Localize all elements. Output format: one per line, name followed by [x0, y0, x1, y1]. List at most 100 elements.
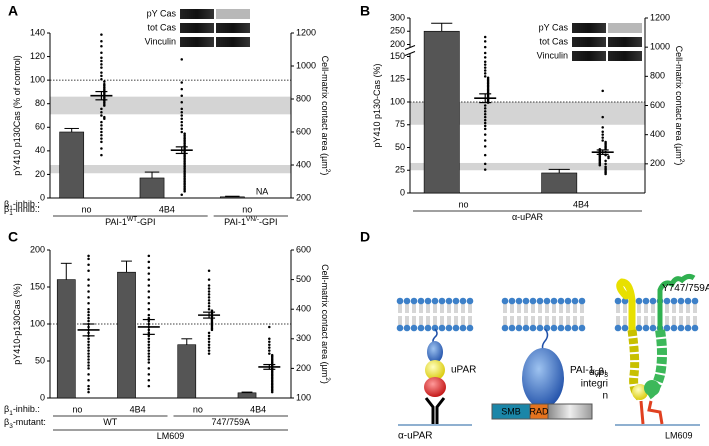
dot: [100, 33, 103, 36]
label-part: 747/759A: [211, 417, 250, 427]
lipid-head: [621, 324, 629, 332]
lipid-head: [564, 324, 572, 332]
label-part: WT: [127, 216, 137, 223]
lipid-head: [578, 324, 586, 332]
lipid-head: [501, 324, 509, 332]
y2-tick-label: 400: [296, 159, 311, 169]
dot: [483, 40, 487, 43]
band: [410, 162, 645, 171]
dot: [87, 358, 90, 361]
lipid-head: [431, 297, 439, 305]
dot: [207, 340, 211, 344]
dot: [100, 153, 103, 157]
lipid-head: [522, 324, 530, 332]
blot-band: [572, 37, 606, 47]
dot: [483, 75, 487, 78]
label-part: β: [4, 204, 9, 214]
dot: [207, 290, 211, 293]
dot: [483, 60, 487, 63]
dot: [601, 126, 604, 129]
y2-tick-label: 200: [296, 363, 311, 373]
vitronectin: [547, 403, 593, 420]
alpha-chain: [616, 278, 636, 334]
label: PAI-1GPI: [570, 365, 606, 378]
lipid-head: [557, 297, 565, 305]
dot: [100, 127, 103, 130]
blot-band: [216, 37, 250, 47]
label-part: 1: [9, 205, 13, 212]
dot: [180, 117, 183, 121]
dot: [87, 390, 90, 394]
dot: [207, 352, 211, 355]
dot: [147, 373, 151, 376]
dot: [87, 269, 90, 272]
label-part: VN/-: [246, 216, 259, 223]
dot: [87, 278, 90, 281]
dot: [147, 307, 151, 311]
y-tick-label: 100: [30, 75, 45, 85]
dot: [483, 153, 487, 157]
bar: [139, 177, 165, 199]
dot: [87, 302, 90, 305]
y2-tick-label: 800: [296, 93, 311, 103]
dot: [483, 66, 487, 69]
dot: [483, 45, 487, 49]
dot: [147, 346, 151, 349]
blot-band: [180, 9, 214, 19]
dot: [100, 134, 103, 137]
dot: [180, 193, 183, 196]
y2-tick-label: 400: [296, 304, 311, 314]
dot: [147, 352, 151, 355]
dot: [87, 340, 90, 344]
dot: [601, 130, 604, 133]
panel-letter: C: [8, 229, 18, 245]
y-tick-label: 150: [390, 51, 405, 61]
lipid-head: [396, 297, 404, 305]
panel-letter: D: [360, 229, 370, 245]
band: [410, 102, 645, 125]
dot: [268, 349, 271, 352]
dot: [483, 107, 487, 110]
group-label: PAI-1VN/--GPI: [224, 216, 277, 227]
bar: [541, 172, 578, 194]
y2-axis-label: Cell-matrix contact area (µm2): [674, 46, 685, 166]
y-tick-label: 120: [30, 51, 45, 61]
y-tick-label: 0: [400, 187, 405, 197]
y-tick-label: 25: [395, 165, 405, 175]
dot: [147, 260, 151, 264]
bar: [237, 392, 257, 399]
lipid-head: [396, 324, 404, 332]
dot: [147, 378, 151, 382]
label-part: ): [674, 162, 684, 165]
dot: [87, 257, 90, 261]
lipid-head: [649, 297, 657, 305]
bar: [117, 271, 136, 399]
x-tick-label: 4B4: [573, 199, 589, 209]
upar-domain: [424, 377, 446, 397]
dot: [207, 293, 211, 296]
label-part: GPI: [594, 370, 606, 377]
dot: [100, 63, 103, 66]
dot: [87, 263, 90, 267]
dot: [601, 89, 604, 93]
y2-tick-label: 200: [650, 158, 665, 168]
label-part: Cell-matrix contact area (µm: [674, 46, 684, 159]
lipid-head: [578, 297, 586, 305]
dot: [483, 110, 487, 113]
x-tick-label: 4B4: [159, 204, 175, 214]
dot: [147, 337, 151, 341]
y-tick-label: 80: [35, 98, 45, 108]
bar: [177, 344, 197, 399]
dot: [87, 387, 90, 391]
dot: [100, 114, 103, 117]
label-part: -inhib.:: [13, 199, 40, 209]
dot: [87, 319, 90, 323]
lipid-head: [663, 297, 671, 305]
dot: [207, 296, 211, 299]
x-tick-label: no: [458, 199, 468, 209]
dot: [100, 66, 103, 69]
axis-break: [406, 47, 414, 54]
dot: [180, 114, 183, 117]
label-part: Cell-matrix contact area (µm: [320, 264, 330, 377]
label-part: LM609: [157, 431, 185, 441]
